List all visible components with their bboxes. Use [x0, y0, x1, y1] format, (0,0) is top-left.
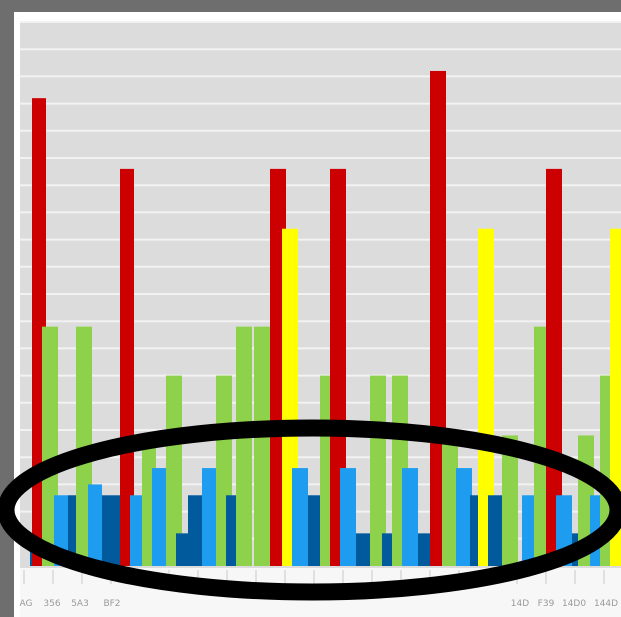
bar [456, 468, 472, 566]
bar [502, 435, 518, 566]
frame-left-edge [14, 12, 20, 617]
bar [166, 375, 182, 566]
bar [292, 468, 308, 566]
bar [88, 484, 102, 566]
bar [418, 533, 430, 566]
bar [102, 495, 124, 566]
x-tick-label: BF2 [103, 599, 120, 609]
bar [488, 495, 504, 566]
x-tick-label: 356 [43, 599, 60, 609]
bar [610, 228, 621, 566]
bar [120, 168, 134, 566]
x-tick-label: 5A3 [71, 599, 89, 609]
bar [356, 533, 372, 566]
bar [254, 326, 270, 566]
frame-top-edge [14, 12, 621, 22]
bar [152, 468, 168, 566]
highlight-ellipse [0, 419, 621, 601]
bar [202, 468, 218, 566]
bar [188, 495, 202, 566]
bar [308, 495, 322, 566]
bar [130, 495, 142, 566]
bar [176, 533, 190, 566]
x-tick-label: AG [20, 599, 33, 609]
bar [402, 468, 418, 566]
x-tick-label: F39 [538, 599, 555, 609]
x-tick-label: 14D0 [562, 599, 586, 609]
x-tick-label: 14D [511, 599, 529, 609]
bar [340, 468, 356, 566]
x-tick-labels: AG 356 5A3 BF2 14D F39 14D0 144D [20, 599, 619, 609]
bar [236, 326, 252, 566]
bar [330, 168, 346, 566]
bar [442, 435, 458, 566]
bar [478, 228, 494, 566]
bars [30, 70, 621, 567]
x-tick-label: 144D [594, 599, 618, 609]
